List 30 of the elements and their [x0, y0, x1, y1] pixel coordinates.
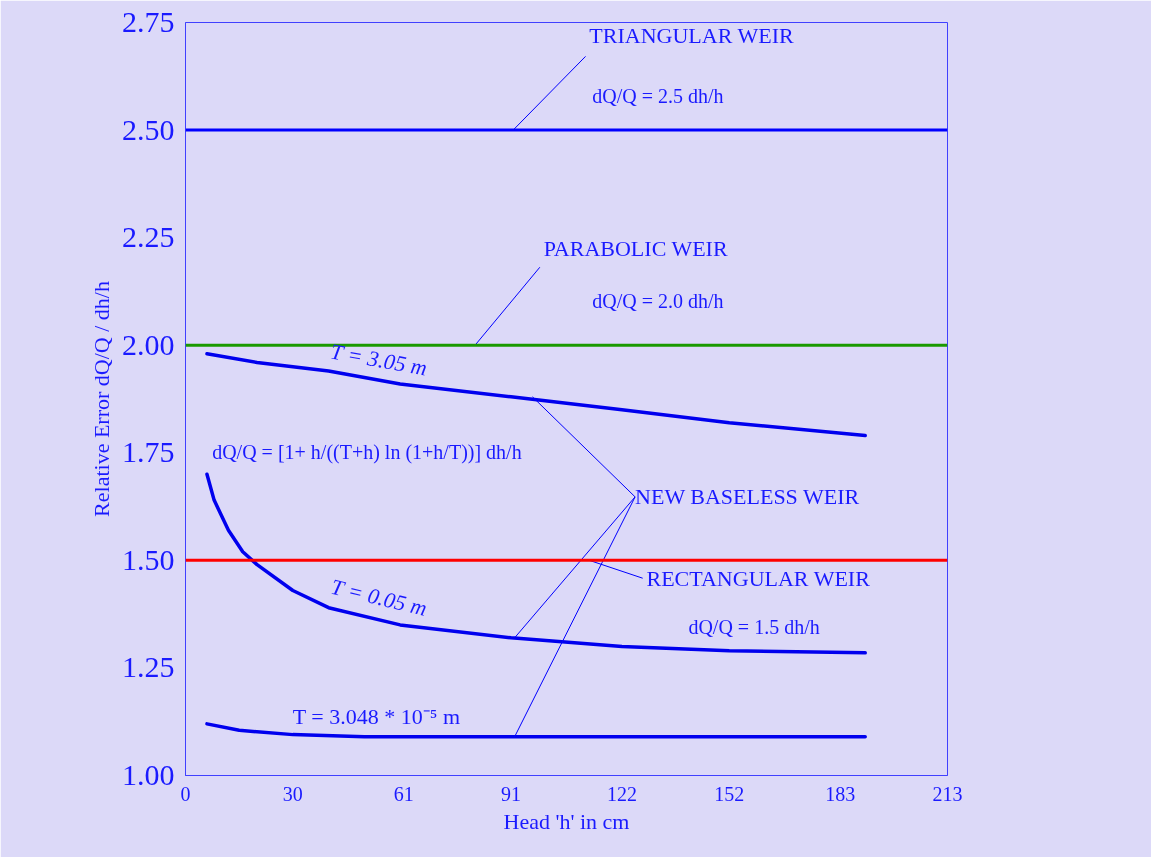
x-tick-label: 0 — [180, 782, 191, 805]
annotation: NEW BASELESS WEIR — [635, 484, 860, 510]
y-tick-label: 2.00 — [122, 327, 175, 361]
text: T = 0.05 m — [328, 573, 430, 621]
x-axis-title: Head 'h' in cm — [503, 808, 630, 834]
series-label: T = 3.048 * 10⁻⁵ m — [292, 703, 461, 729]
x-tick-label: 183 — [825, 782, 856, 805]
ref-line-label: TRIANGULAR WEIR — [589, 22, 794, 48]
x-tick-label: 91 — [501, 782, 522, 805]
ref-line-label: PARABOLIC WEIR — [543, 235, 728, 261]
y-tick-label: 1.25 — [122, 650, 175, 684]
y-tick-label: 2.25 — [122, 220, 175, 254]
ref-line-label: RECTANGULAR WEIR — [646, 565, 871, 591]
y-tick-label: 1.50 — [122, 542, 175, 576]
y-tick-label: 1.75 — [122, 435, 175, 469]
text: T = 3.05 m — [328, 338, 430, 381]
x-tick-label: 213 — [932, 782, 963, 805]
annotation: dQ/Q = 2.0 dh/h — [592, 290, 724, 313]
y-tick-label: 2.50 — [122, 112, 175, 146]
annotation: dQ/Q = 1.5 dh/h — [688, 616, 820, 639]
annotation: dQ/Q = 2.5 dh/h — [592, 84, 724, 107]
x-tick-label: 61 — [393, 782, 414, 805]
x-tick-label: 30 — [282, 782, 303, 805]
line-series — [205, 722, 867, 739]
y-axis-title: Relative Error dQ/Q / dh/h — [89, 281, 114, 517]
y-tick-label: 1.00 — [122, 758, 175, 791]
x-tick-label: 122 — [606, 782, 637, 805]
x-tick-label: 152 — [714, 782, 745, 805]
y-tick-label: 2.75 — [122, 5, 175, 38]
annotation: dQ/Q = [1+ h/((T+h) ln (1+h/T))] dh/h — [212, 440, 522, 464]
